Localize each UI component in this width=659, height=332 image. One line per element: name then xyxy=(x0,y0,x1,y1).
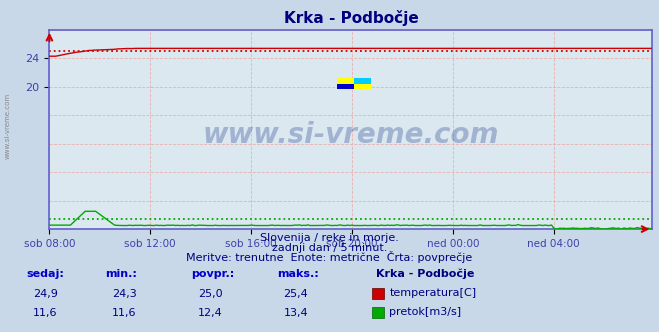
Text: zadnji dan / 5 minut.: zadnji dan / 5 minut. xyxy=(272,243,387,253)
FancyBboxPatch shape xyxy=(337,84,354,89)
Text: www.si-vreme.com: www.si-vreme.com xyxy=(5,93,11,159)
Text: 13,4: 13,4 xyxy=(283,308,308,318)
Text: Slovenija / reke in morje.: Slovenija / reke in morje. xyxy=(260,233,399,243)
Text: sedaj:: sedaj: xyxy=(26,269,64,279)
Text: 24,9: 24,9 xyxy=(33,289,58,299)
Text: 25,4: 25,4 xyxy=(283,289,308,299)
Text: Krka - Podbočje: Krka - Podbočje xyxy=(376,269,474,279)
Text: 11,6: 11,6 xyxy=(33,308,57,318)
Text: 25,0: 25,0 xyxy=(198,289,222,299)
Text: 11,6: 11,6 xyxy=(112,308,136,318)
Text: maks.:: maks.: xyxy=(277,269,318,279)
FancyBboxPatch shape xyxy=(337,78,370,89)
Text: www.si-vreme.com: www.si-vreme.com xyxy=(203,122,499,149)
Text: temperatura[C]: temperatura[C] xyxy=(389,288,476,298)
Text: Meritve: trenutne  Enote: metrične  Črta: povprečje: Meritve: trenutne Enote: metrične Črta: … xyxy=(186,251,473,263)
Text: 12,4: 12,4 xyxy=(198,308,223,318)
Title: Krka - Podbočje: Krka - Podbočje xyxy=(283,10,418,26)
Text: 24,3: 24,3 xyxy=(112,289,137,299)
Text: pretok[m3/s]: pretok[m3/s] xyxy=(389,307,461,317)
FancyBboxPatch shape xyxy=(354,78,370,84)
Text: min.:: min.: xyxy=(105,269,137,279)
Text: povpr.:: povpr.: xyxy=(191,269,235,279)
